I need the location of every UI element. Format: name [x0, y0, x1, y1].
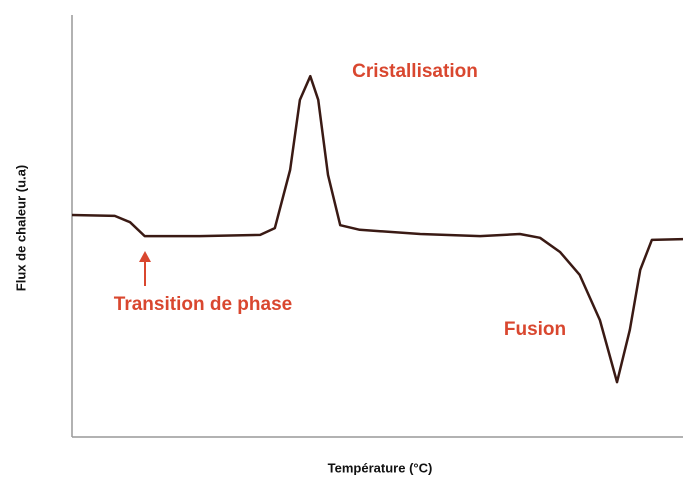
y-axis-label: Flux de chaleur (u.a) [13, 165, 28, 291]
annotation: Fusion [504, 319, 566, 340]
x-axis-label: Température (°C) [328, 460, 433, 475]
annotation-arrowhead [139, 251, 151, 262]
annotation: Cristallisation [352, 61, 478, 82]
line-series [71, 74, 683, 384]
annotation: Transition de phase [114, 294, 292, 315]
